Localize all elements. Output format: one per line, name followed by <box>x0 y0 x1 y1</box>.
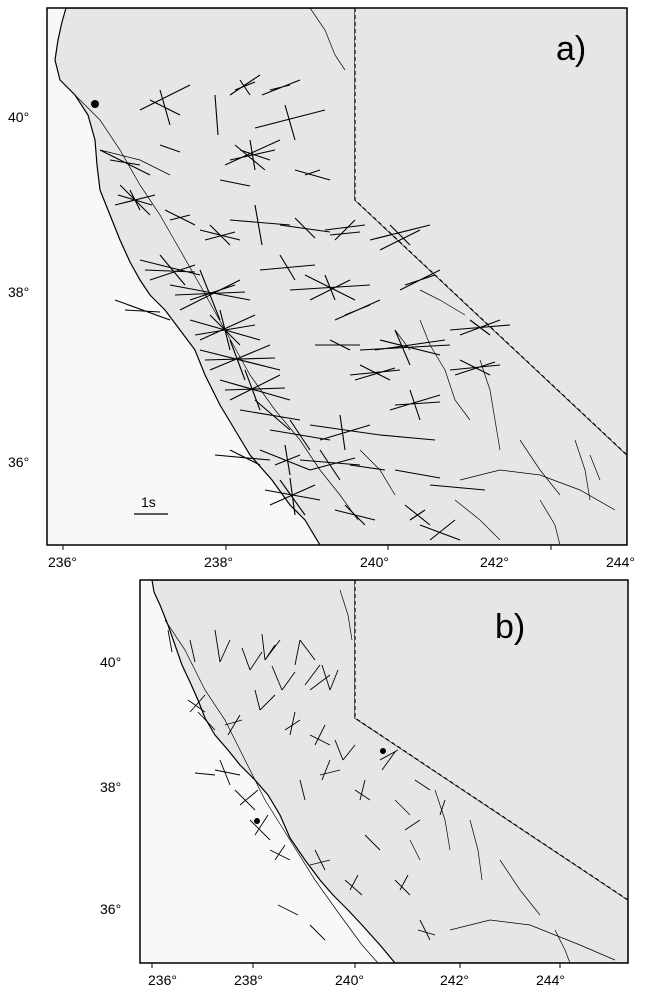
y-tick-label-b-40: 40° <box>100 654 121 670</box>
x-tick-label-b-242: 242° <box>440 972 469 988</box>
x-tick-label-b-244: 244° <box>536 972 565 988</box>
land-nevada-a <box>355 8 627 455</box>
frame-a <box>46 7 628 546</box>
station-marker-b-2 <box>254 818 260 824</box>
x-tick-label-b-240: 240° <box>335 972 364 988</box>
state-border-a <box>354 8 627 456</box>
x-tick-label-a-240: 240° <box>360 554 389 570</box>
land-nevada-b <box>355 580 628 900</box>
x-tick-label-a-242: 242° <box>480 554 509 570</box>
panel-label-a: a) <box>556 30 586 68</box>
star-plots-b <box>167 629 446 941</box>
scale-label: 1s <box>141 494 156 510</box>
x-tick-label-a-244: 244° <box>606 554 635 570</box>
panel-b: b) 236° 238° 240° 242° 244° 36° 38° 40° <box>100 579 629 988</box>
x-tick-label-b-238: 238° <box>234 972 263 988</box>
faults-b <box>164 589 616 963</box>
x-tick-label-a-236: 236° <box>48 554 77 570</box>
state-border-b <box>354 580 628 901</box>
station-marker-a <box>91 100 99 108</box>
x-ticks-a <box>62 545 552 550</box>
frame-b <box>139 579 629 964</box>
y-tick-label-b-38: 38° <box>100 779 121 795</box>
star-plots-a <box>99 74 511 541</box>
station-marker-b-1 <box>380 748 386 754</box>
y-tick-label-a-38: 38° <box>8 284 29 300</box>
x-ticks-b <box>151 963 561 968</box>
panel-a: a) 1s 236° 238° 240° 242° 244° 36° 38° 4… <box>8 7 635 570</box>
x-tick-label-b-236: 236° <box>148 972 177 988</box>
land-california-b <box>151 580 628 963</box>
y-tick-label-a-36: 36° <box>8 454 29 470</box>
y-tick-label-a-40: 40° <box>8 109 29 125</box>
panel-label-b: b) <box>495 608 525 646</box>
y-tick-label-b-36: 36° <box>100 901 121 917</box>
x-tick-label-a-238: 238° <box>204 554 233 570</box>
